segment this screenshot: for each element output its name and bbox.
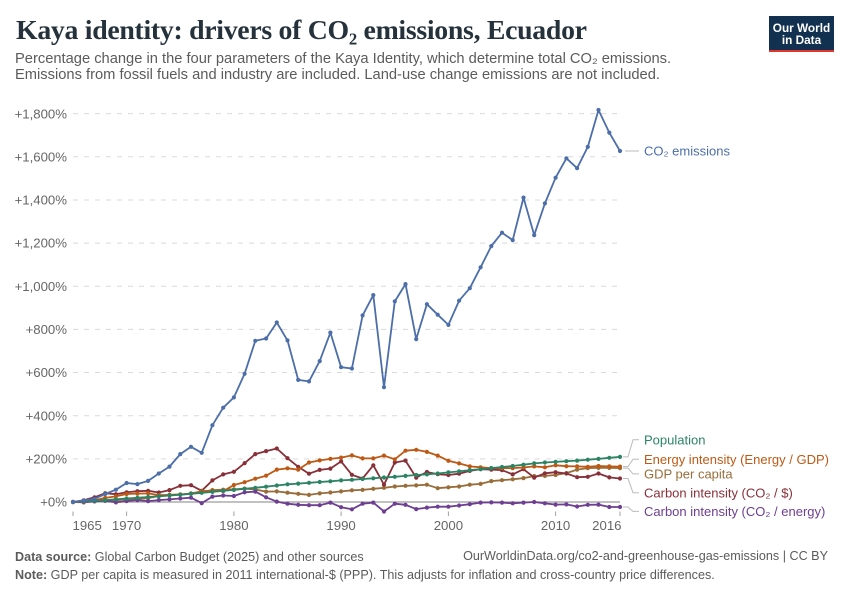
svg-text:+1,600%: +1,600% [15,149,68,164]
svg-text:1970: 1970 [112,518,141,533]
svg-text:1965: 1965 [73,518,102,533]
svg-text:2000: 2000 [434,518,463,533]
svg-text:2010: 2010 [541,518,570,533]
svg-text:2016: 2016 [592,518,621,533]
svg-text:+1,800%: +1,800% [15,106,68,121]
svg-text:Population: Population [644,432,705,447]
svg-text:+200%: +200% [26,451,68,466]
svg-text:GDP per capita: GDP per capita [644,467,733,482]
svg-text:Energy intensity (Energy / GDP: Energy intensity (Energy / GDP) [644,452,829,467]
svg-text:+800%: +800% [26,322,68,337]
svg-text:1980: 1980 [219,518,248,533]
svg-text:+0%: +0% [40,495,67,510]
svg-text:1990: 1990 [326,518,355,533]
svg-text:+1,400%: +1,400% [15,193,68,208]
svg-text:Carbon intensity (CO₂ / energy: Carbon intensity (CO₂ / energy) [644,504,825,519]
svg-text:+1,200%: +1,200% [15,236,68,251]
svg-text:+400%: +400% [26,408,68,423]
svg-text:CO₂ emissions: CO₂ emissions [644,144,730,159]
svg-text:Carbon intensity (CO₂ / $): Carbon intensity (CO₂ / $) [644,485,793,500]
svg-text:+600%: +600% [26,365,68,380]
svg-text:+1,000%: +1,000% [15,279,68,294]
